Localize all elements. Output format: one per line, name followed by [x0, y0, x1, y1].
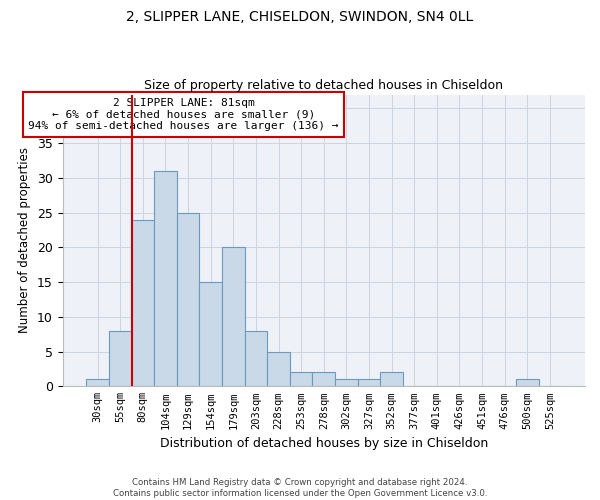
Bar [177, 212, 199, 386]
Bar [222, 248, 245, 386]
Y-axis label: Number of detached properties: Number of detached properties [19, 148, 31, 334]
Bar [267, 352, 290, 386]
Bar [313, 372, 335, 386]
Bar [86, 380, 109, 386]
Title: Size of property relative to detached houses in Chiseldon: Size of property relative to detached ho… [144, 79, 503, 92]
Text: Contains HM Land Registry data © Crown copyright and database right 2024.
Contai: Contains HM Land Registry data © Crown c… [113, 478, 487, 498]
Bar [109, 330, 131, 386]
Bar [199, 282, 222, 387]
Bar [380, 372, 403, 386]
Bar [131, 220, 154, 386]
Text: 2, SLIPPER LANE, CHISELDON, SWINDON, SN4 0LL: 2, SLIPPER LANE, CHISELDON, SWINDON, SN4… [127, 10, 473, 24]
Bar [358, 380, 380, 386]
Bar [290, 372, 313, 386]
Bar [154, 171, 177, 386]
X-axis label: Distribution of detached houses by size in Chiseldon: Distribution of detached houses by size … [160, 437, 488, 450]
Bar [516, 380, 539, 386]
Bar [245, 330, 267, 386]
Bar [335, 380, 358, 386]
Text: 2 SLIPPER LANE: 81sqm
← 6% of detached houses are smaller (9)
94% of semi-detach: 2 SLIPPER LANE: 81sqm ← 6% of detached h… [28, 98, 339, 131]
